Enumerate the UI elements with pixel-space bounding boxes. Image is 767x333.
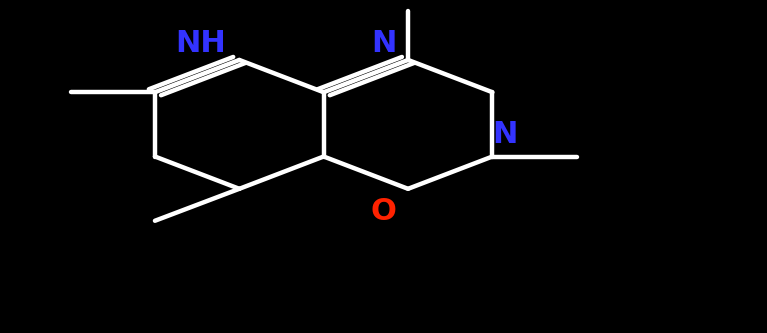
Text: N: N [492,120,518,150]
Text: NH: NH [176,29,226,58]
Text: O: O [370,197,397,226]
Text: N: N [370,29,397,58]
